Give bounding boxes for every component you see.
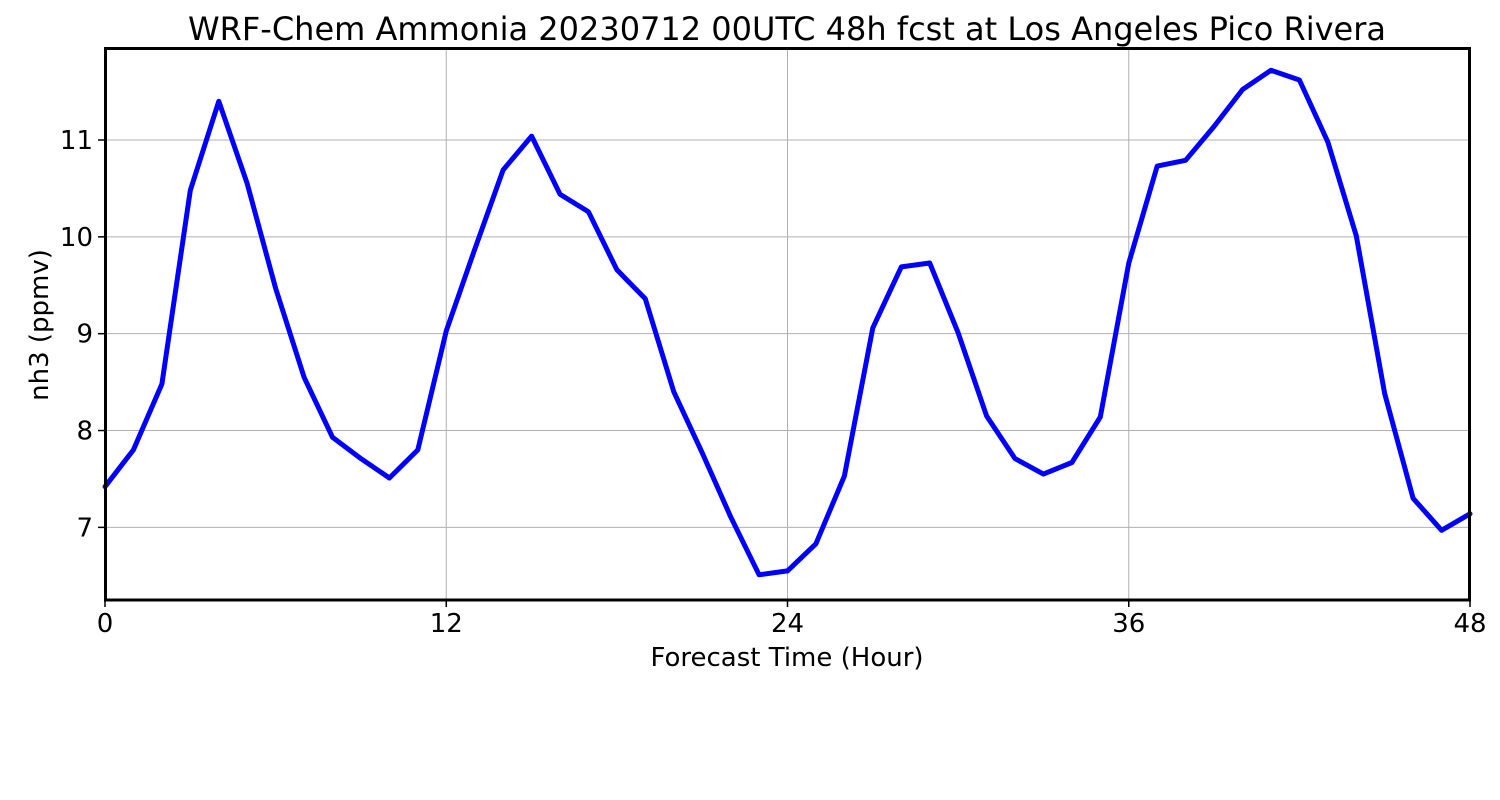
x-tick-label: 24: [771, 609, 804, 639]
y-tick-label: 8: [76, 417, 93, 447]
x-axis-label: Forecast Time (Hour): [650, 643, 923, 673]
x-tick-label: 0: [97, 609, 114, 639]
x-axis-ticks: 0 12 24 36 48: [97, 600, 1487, 639]
y-tick-label: 9: [76, 320, 93, 350]
y-tick-label: 10: [60, 223, 93, 253]
y-tick-label: 11: [60, 126, 93, 156]
y-tick-label: 7: [76, 513, 93, 543]
x-tick-label: 48: [1453, 609, 1486, 639]
x-tick-label: 36: [1112, 609, 1145, 639]
y-axis-ticks: 7 8 9 10 11: [60, 126, 105, 543]
x-tick-label: 12: [430, 609, 463, 639]
y-axis-label: nh3 (ppmv): [25, 249, 55, 401]
chart-title: WRF-Chem Ammonia 20230712 00UTC 48h fcst…: [188, 10, 1386, 48]
